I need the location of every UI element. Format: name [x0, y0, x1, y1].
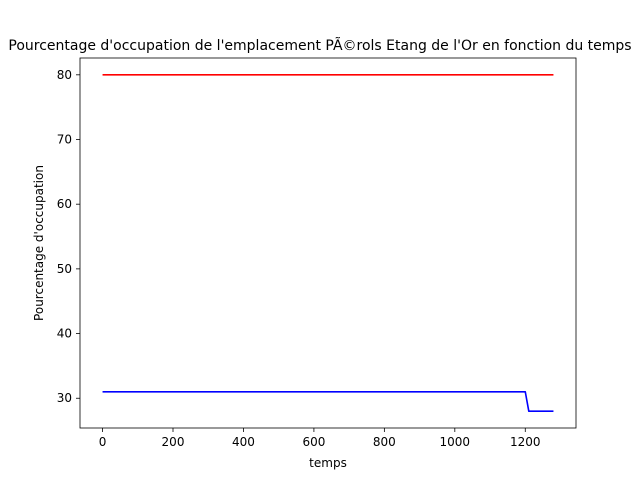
- series-layer: [102, 74, 554, 412]
- x-axis: 0 200 400 600 800 1000 1200: [99, 428, 541, 449]
- x-axis-label: temps: [309, 456, 347, 470]
- x-tick-label: 600: [302, 435, 325, 449]
- chart-title: Pourcentage d'occupation de l'emplacemen…: [8, 37, 631, 54]
- y-tick-label: 40: [57, 327, 72, 341]
- plot-frame: [79, 57, 577, 429]
- x-tick-label: 800: [373, 435, 396, 449]
- y-tick-label: 60: [57, 197, 72, 211]
- x-tick-label: 0: [99, 435, 107, 449]
- x-tick-label: 400: [232, 435, 255, 449]
- x-tick-label: 1000: [440, 435, 471, 449]
- x-tick-label: 1200: [510, 435, 541, 449]
- y-tick-label: 50: [57, 262, 72, 276]
- y-tick-label: 30: [57, 391, 72, 405]
- y-axis: 30 40 50 60 70 80: [57, 68, 80, 405]
- y-tick-label: 70: [57, 133, 72, 147]
- x-tick-label: 200: [162, 435, 185, 449]
- y-tick-label: 80: [57, 68, 72, 82]
- y-axis-label: Pourcentage d'occupation: [32, 165, 46, 321]
- series-line-2: [102, 390, 554, 412]
